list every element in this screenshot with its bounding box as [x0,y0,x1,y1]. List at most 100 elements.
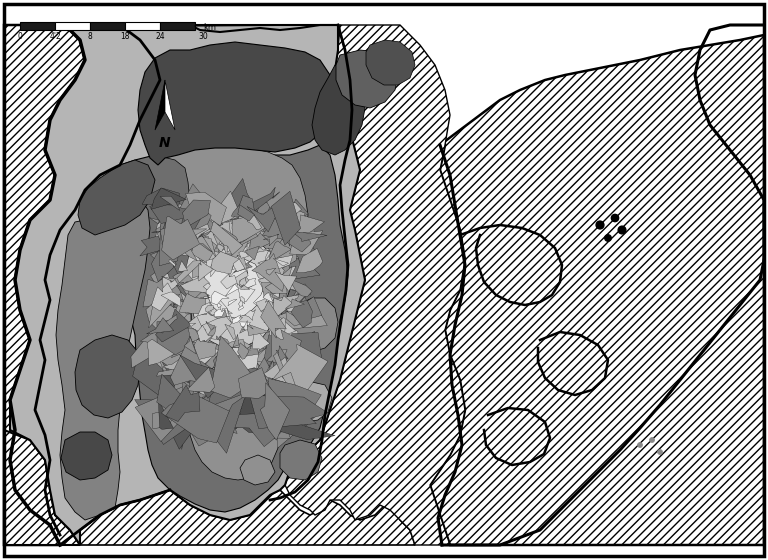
Polygon shape [263,292,273,303]
Polygon shape [336,50,398,108]
Polygon shape [155,80,165,130]
Polygon shape [293,297,322,318]
Polygon shape [163,377,198,428]
Polygon shape [200,326,216,351]
Polygon shape [172,340,190,366]
Polygon shape [286,311,305,326]
Polygon shape [239,277,249,290]
Polygon shape [158,315,177,333]
Polygon shape [252,254,284,291]
Polygon shape [191,382,229,446]
Polygon shape [211,372,248,390]
Polygon shape [151,188,187,209]
Polygon shape [290,382,332,422]
Polygon shape [174,412,204,429]
Polygon shape [265,381,285,393]
Polygon shape [261,282,281,297]
Polygon shape [240,322,250,327]
Polygon shape [219,386,266,427]
Polygon shape [263,343,311,385]
Polygon shape [287,347,311,377]
Text: 24: 24 [155,32,165,41]
Polygon shape [286,299,304,309]
Polygon shape [61,432,112,480]
Polygon shape [269,296,297,323]
Polygon shape [204,309,227,324]
Polygon shape [290,235,322,265]
Polygon shape [223,394,258,433]
Text: 18: 18 [121,32,130,41]
Polygon shape [240,297,245,304]
Polygon shape [251,342,291,388]
Polygon shape [162,270,187,296]
Polygon shape [170,336,208,385]
Polygon shape [231,195,255,217]
Polygon shape [266,325,302,364]
Polygon shape [299,299,309,328]
Polygon shape [157,320,191,355]
Polygon shape [210,266,218,277]
Polygon shape [227,311,233,314]
Polygon shape [295,215,324,244]
Polygon shape [286,266,296,296]
Polygon shape [250,341,296,373]
Polygon shape [280,344,303,372]
Polygon shape [231,256,249,272]
Polygon shape [232,213,266,245]
Polygon shape [210,365,243,400]
Circle shape [650,437,654,442]
Polygon shape [266,322,298,354]
Polygon shape [151,248,177,272]
Polygon shape [209,352,239,377]
Polygon shape [110,145,348,512]
Polygon shape [199,230,214,236]
Polygon shape [308,217,316,247]
Polygon shape [273,352,287,379]
Polygon shape [184,297,193,314]
Polygon shape [200,222,230,248]
Polygon shape [78,160,155,235]
Polygon shape [210,221,243,255]
Polygon shape [245,343,255,358]
Text: 0: 0 [18,32,22,41]
Polygon shape [186,211,232,239]
Polygon shape [260,412,336,440]
Polygon shape [239,300,243,307]
Polygon shape [177,370,214,412]
Polygon shape [291,231,327,241]
Polygon shape [173,206,211,258]
Polygon shape [286,304,296,312]
Polygon shape [265,379,276,392]
Polygon shape [214,396,248,429]
Polygon shape [217,244,224,253]
Polygon shape [141,323,171,345]
Polygon shape [147,318,174,334]
Polygon shape [276,348,313,394]
Polygon shape [250,395,329,428]
Polygon shape [295,292,306,303]
Polygon shape [194,224,210,239]
Polygon shape [207,191,240,229]
Polygon shape [232,265,237,273]
Polygon shape [240,284,250,290]
Polygon shape [240,455,275,485]
Polygon shape [166,385,200,422]
Text: N: N [159,136,170,150]
Polygon shape [169,259,175,267]
Polygon shape [269,241,291,261]
Polygon shape [247,212,261,230]
Polygon shape [217,356,230,372]
Polygon shape [245,382,293,418]
Polygon shape [273,311,327,330]
Polygon shape [142,188,179,206]
Polygon shape [251,391,290,438]
Polygon shape [223,339,246,348]
Polygon shape [260,382,290,440]
Polygon shape [205,324,214,333]
Polygon shape [203,276,207,283]
Polygon shape [238,305,243,310]
Polygon shape [80,490,415,545]
Polygon shape [178,261,187,271]
Polygon shape [174,327,200,349]
Polygon shape [174,393,217,450]
